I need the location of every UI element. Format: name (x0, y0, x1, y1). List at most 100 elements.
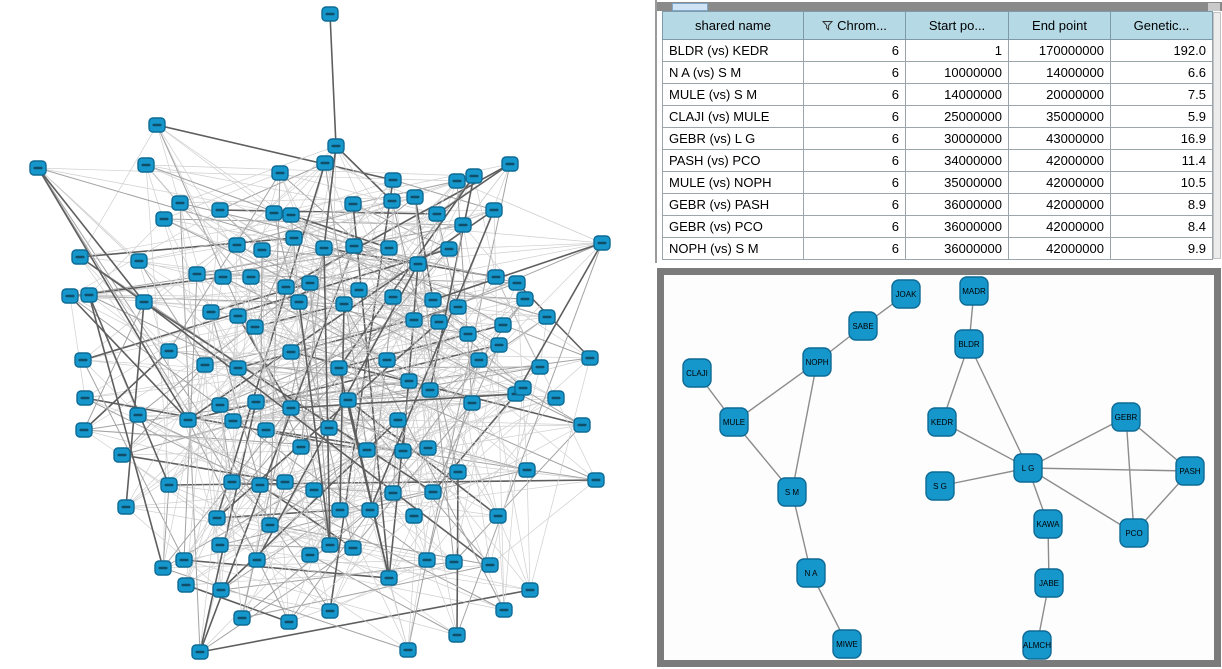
cell-value[interactable]: 6 (803, 171, 906, 194)
node-label-smudge (246, 275, 256, 279)
cell-value[interactable]: 1 (905, 39, 1009, 62)
cell-value[interactable]: 35000000 (1008, 105, 1111, 128)
cell-shared-name[interactable]: MULE (vs) NOPH (662, 171, 804, 194)
cell-value[interactable]: 42000000 (1008, 193, 1111, 216)
table-row[interactable]: MULE (vs) S M 6 14000000 20000000 7.5 (662, 83, 1213, 106)
network-edge[interactable] (968, 343, 1029, 469)
cell-value[interactable]: 6 (803, 83, 906, 106)
cell-value[interactable]: 9.9 (1110, 237, 1213, 260)
network-node[interactable] (777, 477, 807, 507)
network-node[interactable] (927, 407, 957, 437)
table-row[interactable]: BLDR (vs) KEDR 6 1 170000000 192.0 (662, 39, 1213, 62)
filter-icon[interactable] (822, 20, 834, 31)
cell-value[interactable]: 7.5 (1110, 83, 1213, 106)
cell-shared-name[interactable]: GEBR (vs) PASH (662, 193, 804, 216)
network-node[interactable] (1175, 456, 1205, 486)
node-label-smudge (227, 480, 237, 484)
network-edge[interactable] (1027, 467, 1135, 534)
cell-value[interactable]: 6 (803, 215, 906, 238)
column-header-genetic[interactable]: Genetic... (1110, 11, 1213, 40)
cell-shared-name[interactable]: BLDR (vs) KEDR (662, 39, 804, 62)
network-node[interactable] (848, 311, 878, 341)
cell-value[interactable]: 10000000 (905, 61, 1009, 84)
network-node[interactable] (1033, 509, 1063, 539)
cell-value[interactable]: 6 (803, 127, 906, 150)
cell-value[interactable]: 10.5 (1110, 171, 1213, 194)
network-node[interactable] (1119, 518, 1149, 548)
table-row[interactable]: GEBR (vs) L G 6 30000000 43000000 16.9 (662, 127, 1213, 150)
network-edge[interactable] (1027, 467, 1191, 472)
small-network-canvas[interactable]: JOAK MADR SABE BLDR NOPH CLAJI MULE KEDR GEBR L G… (664, 275, 1214, 660)
cell-value[interactable]: 42000000 (1008, 171, 1111, 194)
network-node[interactable] (925, 471, 955, 501)
network-node[interactable] (954, 329, 984, 359)
network-node[interactable] (1022, 630, 1052, 660)
cell-value[interactable]: 42000000 (1008, 149, 1111, 172)
network-node[interactable] (796, 558, 826, 588)
cell-value[interactable]: 36000000 (905, 215, 1009, 238)
cell-value[interactable]: 6 (803, 39, 906, 62)
cell-value[interactable]: 34000000 (905, 149, 1009, 172)
network-edge[interactable] (1027, 416, 1127, 469)
cell-value[interactable]: 6 (803, 193, 906, 216)
cell-value[interactable]: 42000000 (1008, 237, 1111, 260)
cell-shared-name[interactable]: NOPH (vs) S M (662, 237, 804, 260)
table-row[interactable]: MULE (vs) NOPH 6 35000000 42000000 10.5 (662, 171, 1213, 194)
cell-value[interactable]: 6 (803, 149, 906, 172)
table-row[interactable]: NOPH (vs) S M 6 36000000 42000000 9.9 (662, 237, 1213, 260)
cell-value[interactable]: 192.0 (1110, 39, 1213, 62)
cell-value[interactable]: 170000000 (1008, 39, 1111, 62)
network-edge[interactable] (791, 361, 818, 493)
cell-value[interactable]: 30000000 (905, 127, 1009, 150)
table-row[interactable]: CLAJI (vs) MULE 6 25000000 35000000 5.9 (662, 105, 1213, 128)
network-node[interactable] (1034, 568, 1064, 598)
cell-value[interactable]: 25000000 (905, 105, 1009, 128)
cell-value[interactable]: 11.4 (1110, 149, 1213, 172)
network-node[interactable] (1013, 453, 1043, 483)
network-node[interactable] (1111, 402, 1141, 432)
network-edge[interactable] (1125, 416, 1135, 534)
cell-shared-name[interactable]: GEBR (vs) PCO (662, 215, 804, 238)
cell-value[interactable]: 36000000 (905, 237, 1009, 260)
table-row[interactable]: GEBR (vs) PASH 6 36000000 42000000 8.9 (662, 193, 1213, 216)
cell-value[interactable]: 8.4 (1110, 215, 1213, 238)
cell-value[interactable]: 16.9 (1110, 127, 1213, 150)
cell-value[interactable]: 6.6 (1110, 61, 1213, 84)
network-node[interactable] (891, 279, 921, 309)
node-label: S G (933, 482, 947, 491)
cell-value[interactable]: 6 (803, 237, 906, 260)
large-network-canvas[interactable] (0, 0, 655, 669)
cell-value[interactable]: 6 (803, 61, 906, 84)
network-node[interactable] (832, 629, 862, 659)
column-header-chromosome[interactable]: Chrom... (803, 11, 906, 40)
cell-value[interactable]: 43000000 (1008, 127, 1111, 150)
table-row[interactable]: N A (vs) S M 6 10000000 14000000 6.6 (662, 61, 1213, 84)
cell-shared-name[interactable]: PASH (vs) PCO (662, 149, 804, 172)
cell-shared-name[interactable]: N A (vs) S M (662, 61, 804, 84)
cell-value[interactable]: 6 (803, 105, 906, 128)
network-node[interactable] (802, 347, 832, 377)
network-node[interactable] (719, 407, 749, 437)
cell-value[interactable]: 35000000 (905, 171, 1009, 194)
table-scrollbar[interactable] (1213, 12, 1221, 259)
table-row[interactable]: PASH (vs) PCO 6 34000000 42000000 11.4 (662, 149, 1213, 172)
network-node[interactable] (682, 358, 712, 388)
cell-value[interactable]: 14000000 (1008, 61, 1111, 84)
cell-value[interactable]: 14000000 (905, 83, 1009, 106)
column-header-end-point[interactable]: End point (1008, 11, 1111, 40)
cell-value[interactable]: 5.9 (1110, 105, 1213, 128)
table-row[interactable]: GEBR (vs) PCO 6 36000000 42000000 8.4 (662, 215, 1213, 238)
cell-value[interactable]: 36000000 (905, 193, 1009, 216)
cell-value[interactable]: 42000000 (1008, 215, 1111, 238)
table-tab[interactable] (672, 3, 708, 11)
cell-shared-name[interactable]: MULE (vs) S M (662, 83, 804, 106)
column-header-shared-name[interactable]: shared name (662, 11, 804, 40)
network-edge (216, 162, 326, 519)
cell-shared-name[interactable]: GEBR (vs) L G (662, 127, 804, 150)
cell-value[interactable]: 8.9 (1110, 193, 1213, 216)
cell-value[interactable]: 20000000 (1008, 83, 1111, 106)
network-node[interactable] (959, 276, 989, 306)
cell-shared-name[interactable]: CLAJI (vs) MULE (662, 105, 804, 128)
column-header-start-point[interactable]: Start po... (905, 11, 1009, 40)
strip-button[interactable] (1208, 3, 1220, 11)
